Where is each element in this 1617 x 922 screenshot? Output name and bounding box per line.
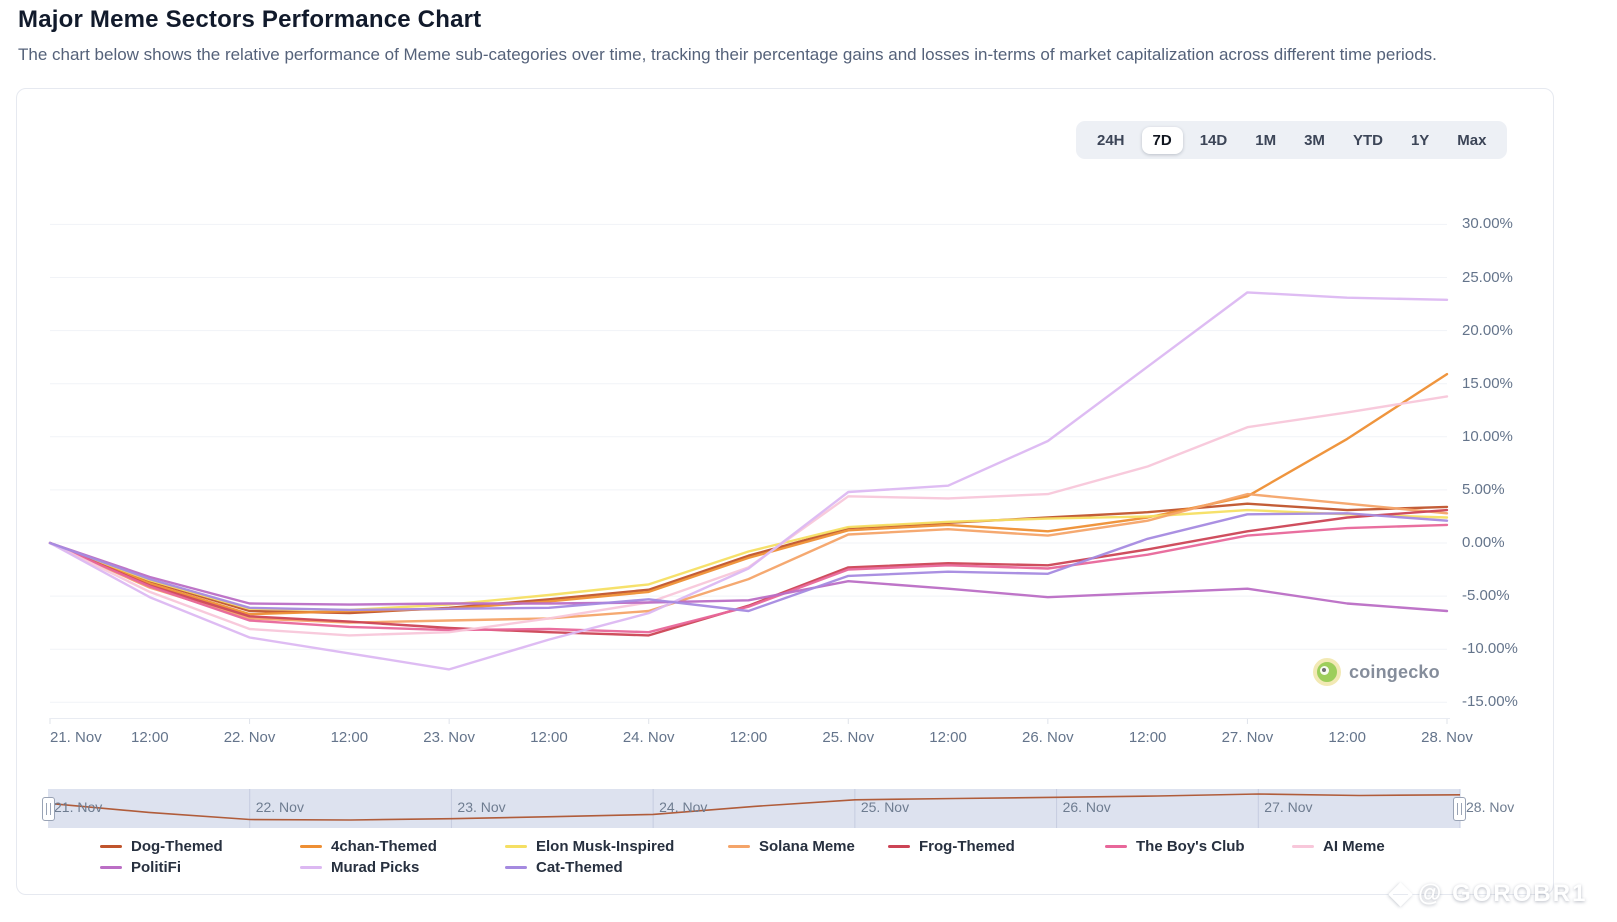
range-button-1y[interactable]: 1Y [1400,127,1440,154]
y-axis-tick-label: 15.00% [1462,374,1513,392]
x-axis-tick-label: 21. Nov [50,729,102,746]
legend-label: Solana Meme [759,837,855,855]
site-credit-label: @ GOROBR1 [1418,880,1588,907]
legend-label: AI Meme [1323,837,1385,855]
legend-swatch-icon [100,844,122,848]
legend-item-solana-meme[interactable]: Solana Meme [728,837,855,855]
legend-item-politifi[interactable]: PolitiFi [100,858,181,876]
legend-label: Murad Picks [331,858,420,876]
legend-item-ai-meme[interactable]: AI Meme [1292,837,1385,855]
navigator-date-label: 22. Nov [255,799,304,815]
y-axis-tick-label: -15.00% [1462,693,1518,711]
x-axis-tick-label: 12:00 [1328,729,1366,746]
coingecko-gecko-icon [1313,658,1341,686]
legend-swatch-icon [100,865,122,869]
x-axis-tick-label: 22. Nov [223,729,276,746]
y-axis-tick-label: 20.00% [1462,321,1513,339]
y-axis-tick-label: 30.00% [1462,215,1513,233]
x-axis-tick-label: 25. Nov [822,729,875,746]
legend-swatch-icon [505,844,527,848]
x-axis-tick-label: 12:00 [530,729,568,746]
x-axis-tick-label: 12:00 [131,729,169,746]
range-button-3m[interactable]: 3M [1293,127,1336,154]
legend-swatch-icon [1292,844,1314,848]
range-button-24h[interactable]: 24H [1086,127,1136,154]
chart-card [16,88,1554,895]
legend-label: 4chan-Themed [331,837,437,855]
x-axis-tick-label: 12:00 [729,729,768,746]
x-axis-tick-label: 12:00 [330,729,369,746]
legend-swatch-icon [300,865,322,869]
x-axis-tick-label: 12:00 [929,729,967,746]
diamond-icon [1388,881,1413,907]
navigator-date-label: 27. Nov [1264,799,1313,815]
y-axis-tick-label: -10.00% [1462,640,1518,658]
x-axis-tick-label: 26. Nov [1021,729,1074,746]
y-axis-tick-label: -5.00% [1462,587,1510,605]
legend-item-elon-musk-inspired[interactable]: Elon Musk-Inspired [505,837,674,855]
y-axis-tick-label: 10.00% [1462,427,1513,445]
x-axis-tick-label: 28. Nov [1421,729,1473,746]
range-button-14d[interactable]: 14D [1189,127,1239,154]
legend-label: Cat-Themed [536,858,623,876]
range-button-1m[interactable]: 1M [1244,127,1287,154]
range-button-7d[interactable]: 7D [1141,126,1183,154]
legend-swatch-icon [300,844,322,848]
range-selector: 24H 7D 14D 1M 3M YTD 1Y Max [1076,121,1508,159]
legend-item-dog-themed[interactable]: Dog-Themed [100,837,223,855]
legend-label: Frog-Themed [919,837,1015,855]
navigator-left-handle[interactable] [42,797,55,821]
legend-item-cat-themed[interactable]: Cat-Themed [505,858,623,876]
legend-swatch-icon [888,844,910,848]
legend-label: Dog-Themed [131,837,223,855]
y-axis-tick-label: 5.00% [1462,480,1505,498]
coingecko-watermark: coingecko [1313,658,1440,686]
navigator-date-label: 24. Nov [659,799,708,815]
navigator-date-label: 28. Nov [1466,799,1515,815]
x-axis-line [50,718,1450,719]
legend-label: Elon Musk-Inspired [536,837,675,855]
y-axis-tick-label: 25.00% [1462,268,1513,286]
legend-swatch-icon [728,844,750,848]
site-watermark: @ GOROBR1 [1388,880,1588,908]
x-axis-tick-label: 27. Nov [1221,729,1274,746]
legend-item-4chan-themed[interactable]: 4chan-Themed [300,837,437,855]
navigator-right-handle[interactable] [1453,797,1466,821]
x-axis-tick-label: 23. Nov [423,729,475,746]
x-axis-tick-label: 12:00 [1128,729,1167,746]
range-button-max[interactable]: Max [1446,127,1497,154]
navigator-date-label: 21. Nov [54,799,103,815]
coingecko-label: coingecko [1349,661,1440,682]
legend-label: PolitiFi [131,858,181,876]
navigator-date-label: 25. Nov [860,799,910,815]
legend-item-the-boy-s-club[interactable]: The Boy's Club [1105,837,1245,855]
navigator-date-label: 26. Nov [1062,799,1111,815]
legend-swatch-icon [505,865,527,869]
x-axis-tick-label: 24. Nov [622,729,675,746]
page-title: Major Meme Sectors Performance Chart [18,6,482,33]
page-subtitle: The chart below shows the relative perfo… [18,45,1437,64]
legend-swatch-icon [1105,844,1127,848]
navigator-date-label: 23. Nov [457,799,506,815]
range-button-ytd[interactable]: YTD [1342,127,1394,154]
legend-label: The Boy's Club [1136,837,1245,855]
legend-item-murad-picks[interactable]: Murad Picks [300,858,419,876]
legend-item-frog-themed[interactable]: Frog-Themed [888,837,1015,855]
y-axis-tick-label: 0.00% [1462,534,1505,551]
